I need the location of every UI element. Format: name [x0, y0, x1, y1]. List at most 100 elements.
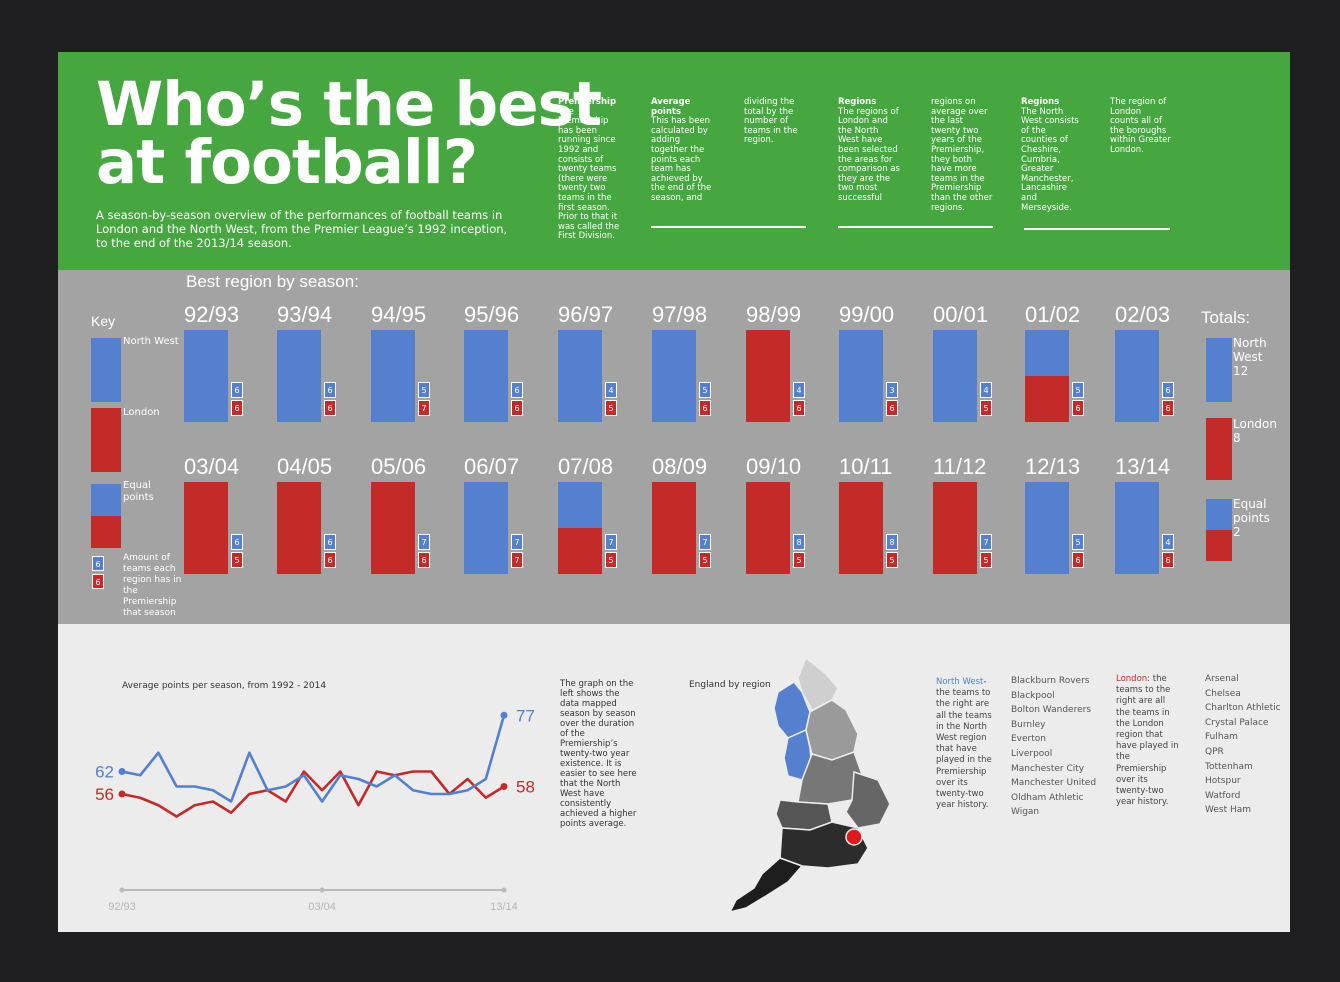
nw-team-count: 8: [793, 534, 805, 550]
season-label: 99/00: [839, 302, 895, 327]
london-line: [121, 770, 505, 818]
team-name: West Ham: [1205, 805, 1252, 816]
season-bar: [558, 482, 602, 574]
totals-nw-name: North West: [1233, 336, 1267, 364]
totals-title: Totals:: [1201, 308, 1251, 327]
team-name: Crystal Palace: [1205, 717, 1269, 728]
totals-equal-label: Equal points 2: [1233, 497, 1273, 539]
regions-column: Regions The regions of London and the No…: [838, 97, 900, 204]
regions-heading: Regions: [838, 97, 877, 107]
season-bar: [746, 330, 790, 422]
key-london-swatch: [91, 408, 121, 472]
poster-title: Who’s the best at football?: [96, 69, 602, 193]
team-name: Wigan: [1011, 807, 1040, 818]
nw-region-heading: Regions: [1021, 97, 1060, 107]
totals-nw-value: 12: [1233, 364, 1249, 378]
season-label: 05/06: [371, 454, 427, 479]
season-bar: [652, 330, 696, 422]
season-label: 00/01: [933, 302, 989, 327]
london-team-count: 7: [511, 552, 523, 568]
london-team-count: 6: [324, 400, 336, 416]
nw-team-count: 4: [793, 382, 805, 398]
nw-team-count: 7: [699, 534, 711, 550]
nw-team-count: 5: [1072, 534, 1084, 550]
totals-equal-swatch-london: [1206, 530, 1232, 561]
x-tick-label: 92/93: [108, 901, 136, 913]
season-bar: [371, 482, 415, 574]
x-tick-label: 03/04: [308, 901, 336, 913]
map-south-west: [728, 857, 804, 914]
title-line-1: Who’s the best: [96, 69, 602, 140]
season-bar: [1025, 330, 1069, 422]
map-london: [845, 828, 863, 846]
london-team-count: 5: [980, 400, 992, 416]
totals-nw-label: North West 12: [1233, 336, 1288, 378]
london-start-label: 56: [95, 785, 114, 804]
london-team-count: 5: [886, 552, 898, 568]
team-name: Fulham: [1205, 732, 1238, 743]
london-team-count: 6: [886, 400, 898, 416]
london-team-count: 6: [1072, 400, 1084, 416]
london-region-name: London: [1116, 674, 1148, 684]
premiership-text: The Premiership has been running since 1…: [558, 106, 620, 242]
season-label: 07/08: [558, 454, 614, 479]
london-team-count: 6: [324, 552, 336, 568]
team-name: Arsenal: [1205, 674, 1239, 684]
line-chart-title: Average points per season, from 1992 - 2…: [122, 681, 327, 691]
season-bar: [746, 482, 790, 574]
average-points-heading: Average points: [651, 97, 691, 117]
season-bar: [933, 330, 977, 422]
nw-teams-intro: North West- the teams to the right are a…: [936, 677, 998, 811]
average-points-column: Average points This has been calculated …: [651, 97, 717, 204]
london-end-label: 58: [516, 778, 535, 797]
regions-column-2: regions on average over the last twenty …: [931, 97, 993, 213]
nw-team-count: 6: [231, 534, 243, 550]
key-title: Key: [91, 313, 116, 329]
london-team-count: 6: [793, 400, 805, 416]
season-label: 08/09: [652, 454, 708, 479]
season-bar: [1115, 330, 1159, 422]
totals-london-value: 8: [1233, 431, 1241, 445]
london-team-count: 6: [699, 400, 711, 416]
season-label: 10/11: [839, 454, 893, 479]
team-name: Watford: [1205, 790, 1241, 801]
x-tick-dot: [501, 887, 507, 893]
nw-region-name: North West: [936, 677, 984, 687]
england-map: [728, 656, 891, 914]
season-label: 04/05: [277, 454, 333, 479]
london-team-count: 5: [605, 552, 617, 568]
london-team-count: 6: [418, 552, 430, 568]
totals-london-label: London 8: [1233, 417, 1277, 445]
key-equal-label: Equal points: [123, 480, 154, 503]
nw-team-count: 7: [418, 534, 430, 550]
london-team-count: 5: [699, 552, 711, 568]
team-name: Bolton Wanderers: [1011, 705, 1092, 716]
nw-end-label: 77: [516, 706, 535, 725]
key-nw-label: North West: [123, 336, 179, 347]
team-name: Charlton Athletic: [1205, 703, 1281, 714]
bottom-band: [58, 624, 1290, 932]
season-label: 97/98: [652, 302, 708, 327]
season-bar: [839, 330, 883, 422]
nw-team-count: 6: [324, 534, 336, 550]
team-name: Manchester City: [1011, 763, 1085, 774]
season-bar: [277, 482, 321, 574]
regions-text-2: regions on average over the last twenty …: [931, 97, 993, 213]
totals-london-swatch: [1206, 418, 1232, 480]
header-band: Who’s the best at football? A season-by-…: [58, 52, 1290, 270]
nw-team-count: 6: [231, 382, 243, 398]
graph-description: The graph on the left shows the data map…: [560, 679, 637, 829]
team-name: Tottenham Hotspur: [1205, 761, 1253, 787]
season-bar: [184, 482, 228, 574]
season-bar: [277, 330, 321, 422]
season-bar: [1025, 482, 1069, 574]
x-tick-label: 13/14: [490, 901, 518, 913]
rule-1: [651, 226, 806, 228]
london-region-desc: : the teams to the right are all the tea…: [1116, 674, 1179, 808]
regions-text: The regions of London and the North West…: [838, 106, 900, 203]
london-region-text: The region of London counts all of the b…: [1110, 97, 1171, 155]
team-name: Blackpool: [1011, 690, 1055, 701]
key-equal-swatch-nw: [91, 484, 121, 516]
team-name: Blackburn Rovers: [1011, 676, 1090, 686]
nw-team-count: 4: [605, 382, 617, 398]
